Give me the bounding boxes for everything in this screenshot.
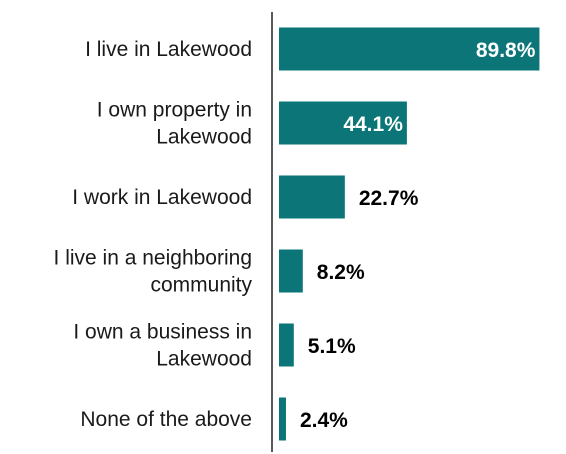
category-label-1: I own property in Lakewood — [97, 99, 252, 149]
bar-3 — [279, 249, 303, 293]
category-label-5: None of the above — [80, 408, 252, 431]
bar-1 — [279, 101, 407, 145]
value-label-2: 22.7% — [359, 187, 419, 210]
category-label-0: I live in Lakewood — [85, 38, 252, 61]
value-label-4: 5.1% — [308, 335, 356, 358]
category-label-2: I work in Lakewood — [72, 186, 252, 209]
category-label-4: I own a business in Lakewood — [73, 321, 252, 371]
bar-2 — [279, 175, 345, 219]
bar-0 — [279, 27, 540, 71]
value-label-3: 8.2% — [317, 261, 365, 284]
category-label-3: I live in a neighboring community — [54, 247, 253, 297]
value-label-1: 44.1% — [343, 113, 403, 136]
value-label-0: 89.8% — [476, 39, 536, 62]
value-label-5: 2.4% — [300, 409, 348, 432]
bar-4 — [279, 323, 294, 367]
bar-5 — [279, 397, 286, 441]
